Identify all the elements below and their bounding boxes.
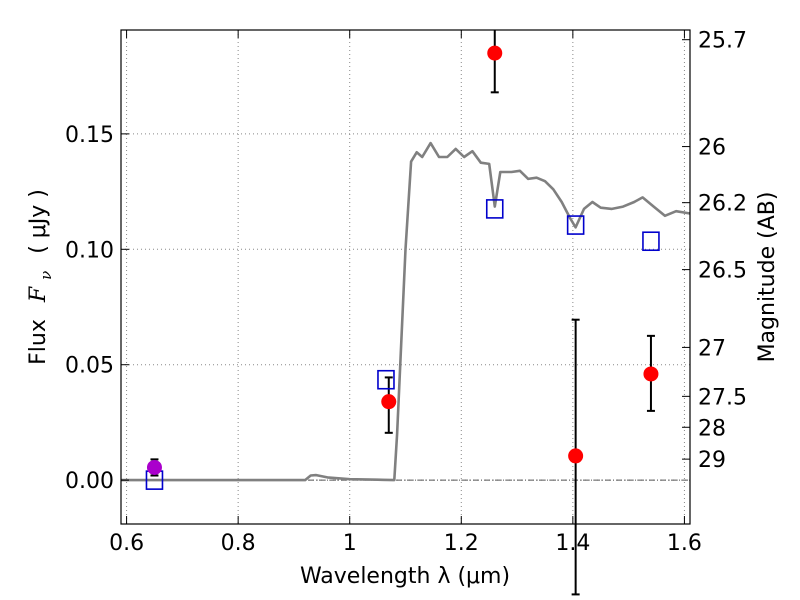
y2-tick-label: 29 (698, 448, 726, 473)
x-axis-title: Wavelength λ (μm) (300, 564, 510, 589)
y-tick-label: 0.00 (65, 469, 114, 494)
model-band-flux-marker (642, 231, 660, 252)
plot-frame (120, 29, 691, 525)
model-band-flux-marker (566, 215, 585, 235)
y2-tick-label: 27.5 (698, 385, 747, 410)
y-axis-title-symbol: F (26, 286, 51, 303)
x-tick-label: 0.6 (109, 531, 144, 556)
observed-flux-point (487, 45, 503, 61)
y-axis-title-text: Flux (26, 319, 51, 365)
x-tick-label: 1 (343, 531, 357, 556)
observed-flux-point (381, 394, 397, 410)
model-band-flux-marker (377, 369, 395, 390)
y2-tick-label: 26.5 (698, 259, 747, 284)
x-tick-label: 1.6 (667, 531, 702, 556)
y2-tick-label: 27 (698, 336, 726, 361)
y-axis-title: Flux F ν ( μJy ) (26, 189, 57, 365)
observed-flux-point (146, 459, 162, 475)
y-tick-label: 0.15 (65, 123, 114, 148)
x-tick-labels: 0.6 0.8 1 1.2 1.4 1.6 (109, 531, 702, 556)
y-axis-title-subscript: ν (37, 271, 55, 280)
y-tick-labels: 0.00 0.05 0.10 0.15 (65, 123, 114, 494)
x-tick-label: 1.2 (444, 531, 479, 556)
y-tick-label: 0.05 (65, 354, 114, 379)
x-tick-label: 0.8 (221, 531, 256, 556)
model-band-flux-marker (485, 199, 504, 219)
y2-tick-labels: 25.7 26 26.2 26.5 27 27.5 28 29 (698, 29, 747, 473)
observed-flux-point (643, 366, 659, 382)
y2-tick-label: 26.2 (698, 192, 747, 217)
y2-axis-title: Magnitude (AB) (755, 192, 780, 363)
x-tick-label: 1.4 (555, 531, 590, 556)
axis-ticks (121, 30, 690, 524)
plot-area (121, 30, 691, 596)
observed-flux-point (568, 448, 584, 464)
y2-tick-label: 28 (698, 416, 726, 441)
y2-tick-label: 26 (698, 136, 726, 161)
model-spectrum-line (121, 141, 691, 482)
y-axis-title-unit: ( μJy ) (26, 189, 51, 254)
y-tick-label: 0.10 (65, 238, 114, 263)
svg-text:Flux F ν ( μ: Flux F ν ( μJy ) (26, 189, 57, 365)
y2-tick-label: 25.7 (698, 29, 747, 54)
